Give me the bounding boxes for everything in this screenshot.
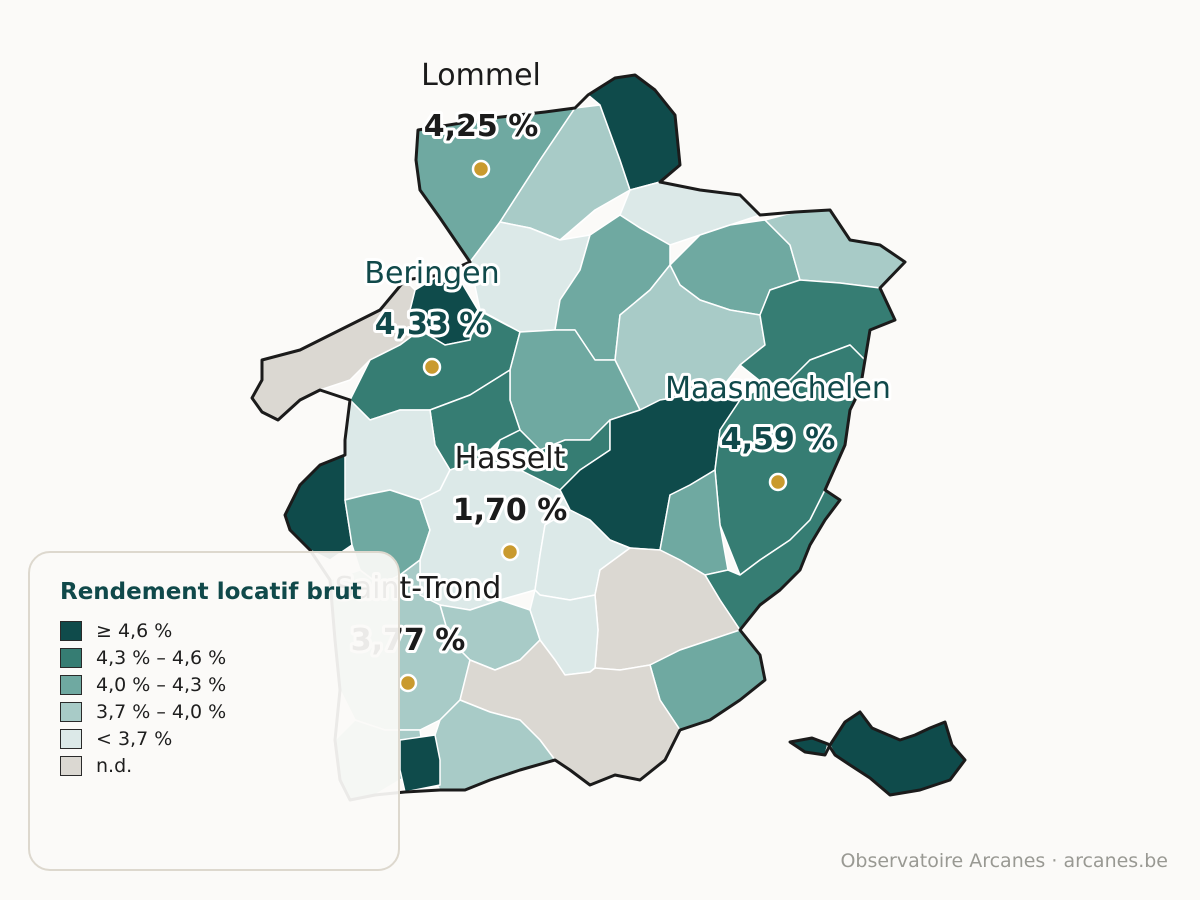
city-marker-beringen[interactable] <box>422 357 442 377</box>
region-west-dark[interactable] <box>284 454 353 561</box>
legend-item-c4: 3,7 % – 4,0 % <box>60 700 226 724</box>
legend-label: n.d. <box>96 755 133 777</box>
map-legend: Rendement locatif brut ≥ 4,6 % 4,3 % – 4… <box>28 551 400 871</box>
city-name-hasselt: Hasselt <box>455 441 566 476</box>
city-value-hasselt: 1,70 % <box>453 493 568 528</box>
source-credit: Observatoire Arcanes · arcanes.be <box>840 850 1168 872</box>
exclave-outline <box>788 710 967 797</box>
legend-item-nd: n.d. <box>60 754 132 778</box>
city-value-beringen: 4,33 % <box>375 307 490 342</box>
city-marker-saint-trond[interactable] <box>398 673 418 693</box>
city-marker-maasmechelen[interactable] <box>768 472 788 492</box>
legend-label: ≥ 4,6 % <box>96 620 173 642</box>
legend-swatch <box>60 648 82 668</box>
legend-label: 4,0 % – 4,3 % <box>96 674 227 696</box>
legend-item-c1: ≥ 4,6 % <box>60 619 172 643</box>
city-value-maasmechelen: 4,59 % <box>721 422 836 457</box>
legend-item-c3: 4,0 % – 4,3 % <box>60 673 226 697</box>
legend-swatch <box>60 675 82 695</box>
city-value-lommel: 4,25 % <box>424 109 539 144</box>
legend-item-c2: 4,3 % – 4,6 % <box>60 646 226 670</box>
legend-item-c5: < 3,7 % <box>60 727 172 751</box>
province-outline <box>250 73 907 802</box>
legend-swatch <box>60 702 82 722</box>
legend-label: 4,3 % – 4,6 % <box>96 647 227 669</box>
city-name-maasmechelen: Maasmechelen <box>665 371 891 406</box>
city-name-lommel: Lommel <box>421 58 541 93</box>
city-name-beringen: Beringen <box>364 256 499 291</box>
legend-label: 3,7 % – 4,0 % <box>96 701 227 723</box>
city-marker-hasselt[interactable] <box>500 542 520 562</box>
region-sw-dark[interactable] <box>399 734 441 793</box>
legend-swatch <box>60 756 82 776</box>
city-marker-lommel[interactable] <box>471 159 491 179</box>
legend-label: < 3,7 % <box>96 728 173 750</box>
legend-swatch <box>60 621 82 641</box>
legend-swatch <box>60 729 82 749</box>
legend-title: Rendement locatif brut <box>60 579 362 605</box>
